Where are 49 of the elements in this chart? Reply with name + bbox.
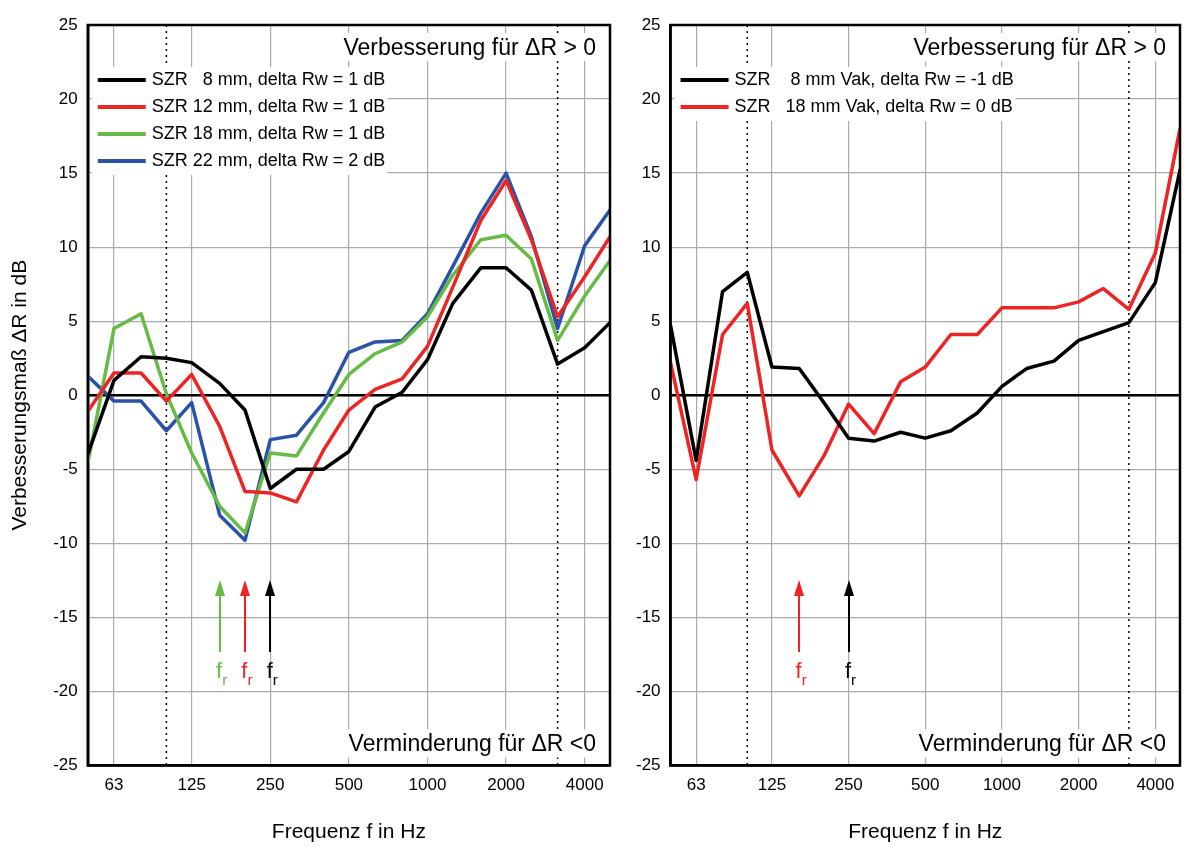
x-tick-label: 63 xyxy=(104,775,124,795)
x-tick-label: 500 xyxy=(334,775,364,795)
y-tick-label: -25 xyxy=(53,755,78,775)
legend-label: SZR 18 mm Vak, delta Rw = 0 dB xyxy=(734,95,1013,116)
y-tick-label: -20 xyxy=(635,681,661,701)
y-tick-label: 20 xyxy=(641,88,661,108)
y-axis-title: Verbesserungsmaß ΔR in dB xyxy=(7,259,31,531)
x-axis-title: Frequenz f in Hz xyxy=(848,819,1003,843)
x-tick-label: 125 xyxy=(177,775,206,795)
x-tick-label: 1000 xyxy=(983,775,1021,795)
x-tick-label: 250 xyxy=(834,775,863,795)
annotation: Verminderung für ΔR <0 xyxy=(918,730,1167,757)
annotation: Verminderung für ΔR <0 xyxy=(348,730,597,757)
x-tick-label: 250 xyxy=(256,775,285,795)
y-tick-label: 10 xyxy=(58,236,78,256)
y-tick-label: -5 xyxy=(645,458,661,478)
x-tick-label: 1000 xyxy=(408,775,447,795)
y-tick-label: -5 xyxy=(62,458,78,478)
y-tick-label: -10 xyxy=(635,532,661,552)
y-tick-label: -15 xyxy=(53,607,78,627)
legend-label: SZR 8 mm Vak, delta Rw = -1 dB xyxy=(734,68,1014,89)
annotation: Verbesserung für ΔR > 0 xyxy=(343,34,596,60)
y-tick-label: 15 xyxy=(58,162,78,182)
y-tick-label: 20 xyxy=(58,88,78,108)
y-tick-label: 5 xyxy=(68,310,78,330)
y-tick-label: 0 xyxy=(68,384,78,404)
y-tick-label: 25 xyxy=(58,14,78,34)
x-tick-label: 125 xyxy=(757,775,787,795)
annotation: Verbesserung für ΔR > 0 xyxy=(913,34,1166,60)
y-tick-label: 5 xyxy=(651,310,661,330)
legend-label: SZR 12 mm, delta Rw = 1 dB xyxy=(151,95,386,116)
y-tick-label: 0 xyxy=(651,384,661,404)
y-tick-label: -15 xyxy=(635,607,661,627)
y-tick-label: 15 xyxy=(641,162,661,182)
y-tick-label: 25 xyxy=(641,14,661,34)
x-axis-title: Frequenz f in Hz xyxy=(271,819,426,843)
legend-label: SZR 18 mm, delta Rw = 1 dB xyxy=(151,122,386,143)
legend-label: SZR 22 mm, delta Rw = 2 dB xyxy=(151,149,386,170)
x-tick-label: 4000 xyxy=(1136,775,1175,795)
y-tick-label: -10 xyxy=(53,532,78,552)
x-tick-label: 4000 xyxy=(565,775,604,795)
x-tick-label: 2000 xyxy=(1059,775,1098,795)
x-tick-label: 2000 xyxy=(487,775,526,795)
x-tick-label: 63 xyxy=(686,775,706,795)
y-tick-label: 10 xyxy=(641,236,661,256)
y-tick-label: -25 xyxy=(635,755,661,775)
x-tick-label: 500 xyxy=(911,775,940,795)
y-tick-label: -20 xyxy=(53,681,78,701)
legend-label: SZR 8 mm, delta Rw = 1 dB xyxy=(151,68,386,89)
